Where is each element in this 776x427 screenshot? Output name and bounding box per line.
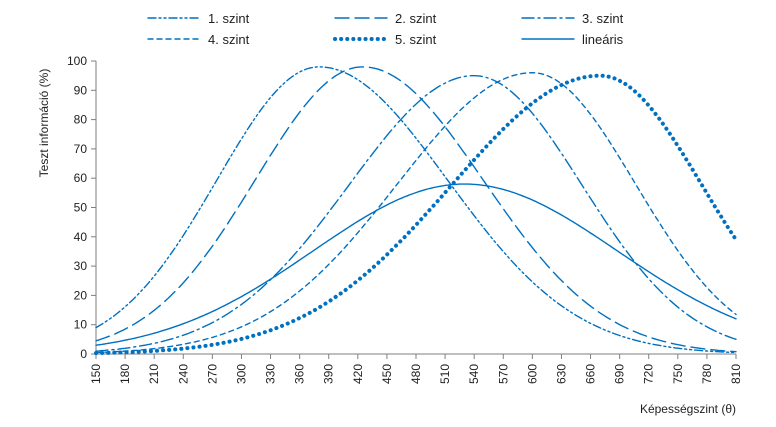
y-tick-label: 90 (74, 83, 88, 97)
x-tick-label: 570 (496, 364, 510, 384)
x-tick-label: 630 (554, 364, 568, 384)
series-line-3 (95, 74, 737, 352)
x-tick-label: 720 (642, 364, 656, 384)
legend-label: 2. szint (395, 11, 437, 26)
x-tick-label: 780 (700, 364, 714, 384)
x-tick-label: 660 (584, 364, 598, 384)
legend-label: lineáris (582, 32, 624, 47)
axes: 0 10 20 30 40 50 60 70 80 90 100 150 180 210 240 270 300… (67, 54, 743, 384)
x-tick-label: 360 (293, 364, 307, 384)
series-line-2 (95, 66, 737, 353)
series-layer (94, 66, 738, 356)
legend-label: 5. szint (395, 32, 437, 47)
y-tick-label: 10 (74, 318, 88, 332)
x-tick-label: 390 (322, 364, 336, 384)
y-tick-label: 60 (74, 171, 88, 185)
x-tick-label: 150 (89, 364, 103, 384)
legend-label: 4. szint (208, 32, 250, 47)
y-tick-label: 0 (80, 347, 87, 361)
x-tick-label: 240 (176, 364, 190, 384)
series-line-6 (95, 183, 737, 346)
y-tick-label: 40 (74, 230, 88, 244)
x-tick-label: 210 (147, 364, 161, 384)
x-tick-label: 510 (438, 364, 452, 384)
x-tick-label: 270 (205, 364, 219, 384)
y-tick-label: 80 (74, 113, 88, 127)
series-line-1 (95, 66, 737, 354)
legend-label: 3. szint (582, 11, 624, 26)
y-tick-label: 20 (74, 288, 88, 302)
y-tick-label: 50 (74, 201, 88, 215)
x-tick-label: 330 (264, 364, 278, 384)
x-tick-label: 300 (234, 364, 248, 384)
legend: 1. szint 2. szint 3. szint 4. szint 5. szint… (147, 11, 624, 47)
x-tick-label: 180 (118, 364, 132, 384)
x-tick-label: 420 (351, 364, 365, 384)
x-tick-label: 480 (409, 364, 423, 384)
x-tick-label: 600 (525, 364, 539, 384)
x-tick-label: 450 (380, 364, 394, 384)
x-tick-label: 750 (671, 364, 685, 384)
y-tick-label: 100 (67, 54, 87, 68)
series-line-5 (94, 73, 738, 356)
x-tick-label: 690 (613, 364, 627, 384)
series-line-4 (95, 71, 737, 354)
y-axis-title: Teszt információ (%) (37, 69, 51, 178)
legend-label: 1. szint (208, 11, 250, 26)
x-axis-title: Képességszint (θ) (640, 402, 736, 416)
x-tick-label: 540 (467, 364, 481, 384)
y-tick-label: 30 (74, 259, 88, 273)
y-tick-label: 70 (74, 142, 88, 156)
x-tick-label: 810 (729, 364, 743, 384)
